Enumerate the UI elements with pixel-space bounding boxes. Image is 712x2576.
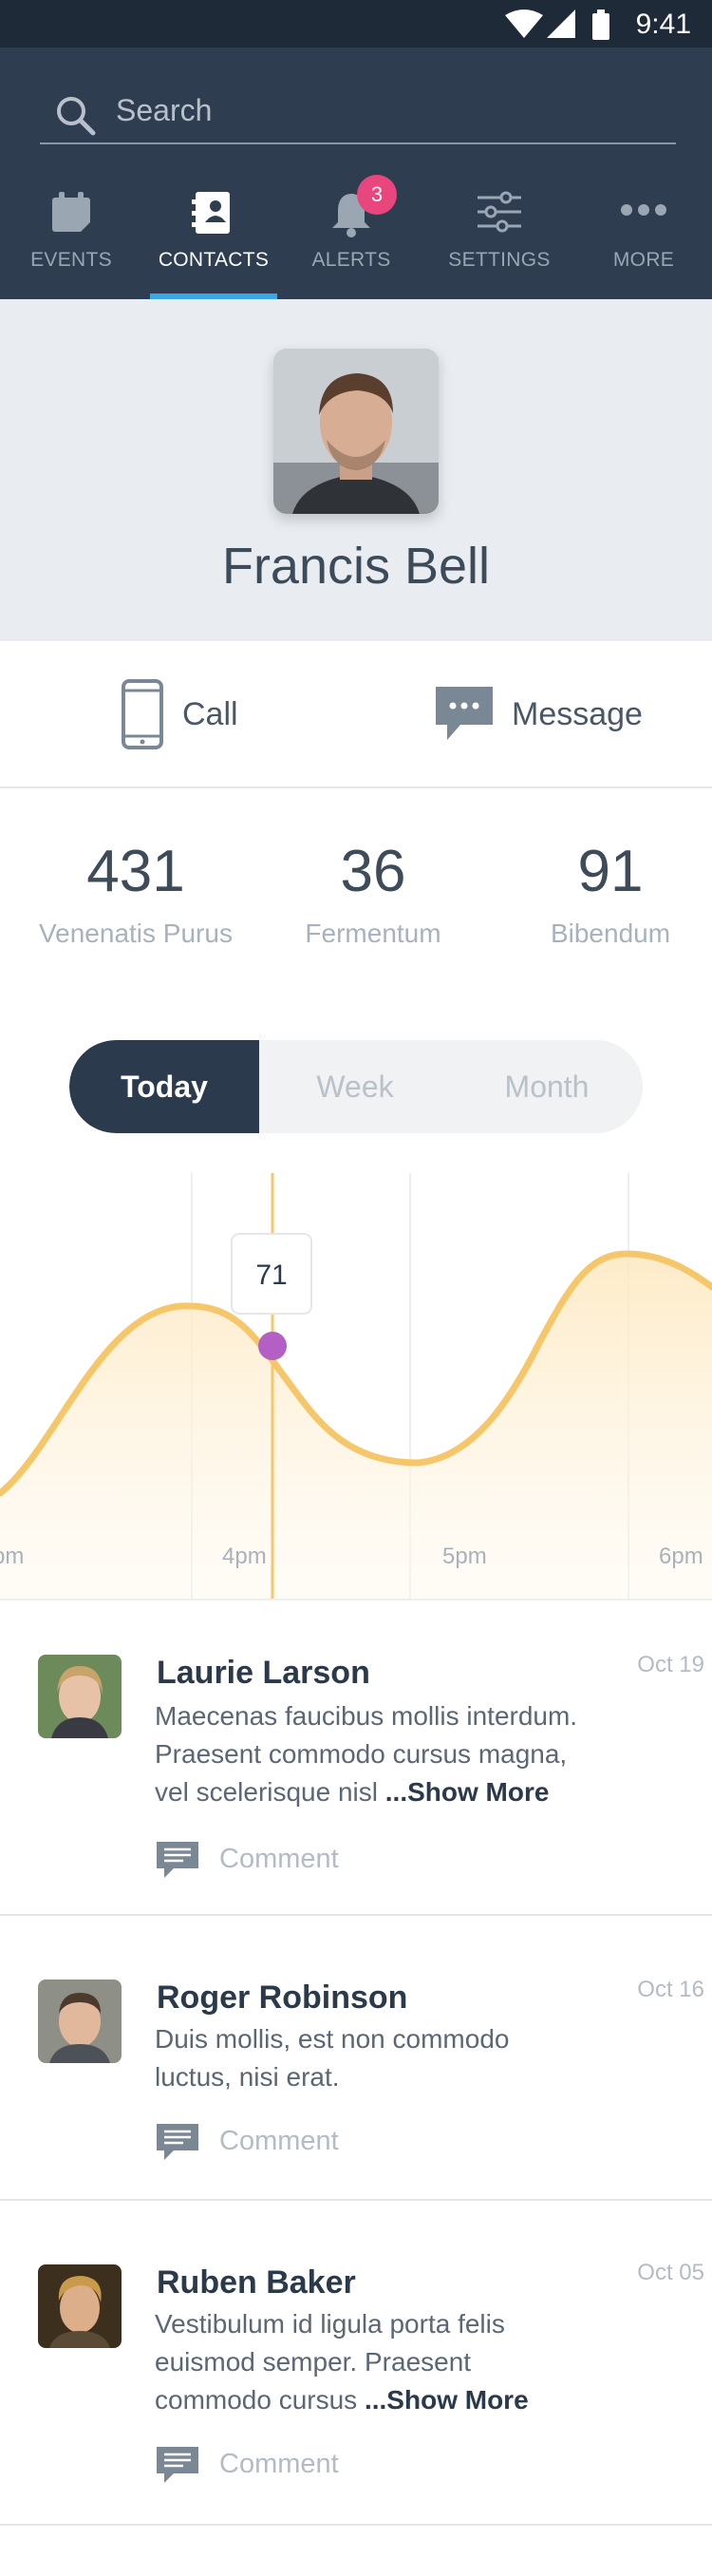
chart-line (0, 1250, 712, 1497)
feed-date: Oct 05 (637, 2260, 704, 2285)
call-label: Call (182, 696, 238, 732)
more-icon (621, 204, 666, 216)
comment-button[interactable]: Comment (155, 2122, 364, 2164)
message-label: Message (512, 696, 643, 732)
segment-month[interactable]: Month (504, 1070, 590, 1104)
tab-label: EVENTS (30, 249, 112, 271)
chart-point[interactable] (258, 1332, 287, 1360)
feed-text-line: Vestibulum id ligula porta felis (155, 2309, 505, 2339)
activity-chart-svg: 71 pm 4pm 5pm 6pm (0, 1173, 712, 1601)
feed-date: Oct 19 (637, 1652, 704, 1677)
search-input[interactable] (116, 91, 647, 129)
app-header: EVENTS CONTACTS 3 ALERTS SETTINGS MORE (0, 47, 712, 299)
feed-text-line-part: commodo cursus (155, 2385, 365, 2415)
feed-author: Roger Robinson (157, 1979, 408, 2016)
feed-text-line-part: vel scelerisque nisl (155, 1777, 385, 1807)
chart-tooltip-value: 71 (255, 1260, 287, 1291)
activity-chart: 71 pm 4pm 5pm 6pm (0, 1173, 712, 1601)
contact-actions: Call Message (0, 641, 712, 788)
battery-icon (592, 9, 609, 40)
status-bar: 9:41 (0, 0, 712, 47)
feed-text-line: vel scelerisque nisl ...Show More (155, 1773, 601, 1811)
message-icon (436, 687, 493, 740)
call-button[interactable]: Call (122, 679, 245, 750)
x-axis-label: 4pm (222, 1544, 267, 1569)
comment-label: Comment (219, 2449, 339, 2479)
feed-date: Oct 16 (637, 1977, 704, 2002)
feed-item: Laurie Larson Oct 19 Maecenas faucibus m… (0, 1602, 712, 1916)
feed-text: Maecenas faucibus mollis interdum. Praes… (155, 1697, 601, 1811)
signal-icon (547, 9, 575, 38)
x-axis-label: 5pm (442, 1544, 487, 1569)
chart-area (0, 1254, 712, 1601)
comment-icon (157, 1842, 198, 1878)
show-more-link[interactable]: ...Show More (384, 1777, 550, 1807)
feed-text-line: Maecenas faucibus mollis interdum. (155, 1701, 578, 1731)
tab-label: SETTINGS (448, 249, 551, 271)
tab-settings[interactable]: SETTINGS (425, 171, 573, 299)
feed-author: Ruben Baker (157, 2264, 356, 2301)
avatar (38, 1979, 122, 2063)
stat-item: 91 Bibendum (492, 838, 712, 949)
stat-item: 36 Fermentum (254, 838, 492, 949)
stat-label: Fermentum (305, 919, 441, 948)
status-time: 9:41 (635, 9, 691, 40)
comment-icon (157, 2124, 198, 2160)
tab-label: ALERTS (311, 249, 391, 271)
comment-button[interactable]: Comment (155, 1840, 364, 1882)
tab-label: CONTACTS (158, 249, 270, 271)
phone-icon (122, 679, 163, 749)
wifi-icon (505, 9, 543, 38)
feed-text-line: luctus, nisi erat. (155, 2062, 340, 2092)
stat-label: Bibendum (550, 919, 671, 948)
tab-bar: EVENTS CONTACTS 3 ALERTS SETTINGS MORE (0, 171, 712, 299)
segment-week[interactable]: Week (316, 1070, 394, 1104)
profile-section: Francis Bell (0, 299, 712, 641)
feed-text-line: euismod semper. Praesent (155, 2347, 472, 2377)
comment-label: Comment (219, 2126, 339, 2156)
period-selector: Today Week Month (69, 1040, 643, 1133)
active-tab-indicator (150, 294, 277, 299)
profile-avatar (273, 349, 439, 514)
tab-label: MORE (612, 249, 675, 271)
calendar-icon (52, 192, 90, 232)
avatar (38, 1655, 122, 1738)
alerts-badge: 3 (357, 175, 397, 215)
stat-value: 91 (577, 839, 644, 904)
feed-text-line: Praesent commodo cursus magna, (155, 1739, 568, 1769)
chart-tooltip (231, 1233, 312, 1315)
stat-value: 36 (340, 839, 406, 904)
feed-text-line: Duis mollis, est non commodo (155, 2024, 510, 2054)
feed-text-line: commodo cursus ...Show More (155, 2381, 601, 2419)
sliders-icon (478, 191, 521, 233)
tab-more[interactable]: MORE (575, 171, 712, 299)
search-bar (40, 74, 676, 144)
stat-item: 431 Venenatis Purus (17, 838, 254, 949)
tab-alerts[interactable]: 3 ALERTS (285, 171, 418, 299)
feed-item: Roger Robinson Oct 16 Duis mollis, est n… (0, 1918, 712, 2201)
avatar (38, 2264, 122, 2348)
feed-text: Vestibulum id ligula porta felis euismod… (155, 2305, 601, 2419)
message-button[interactable]: Message (434, 679, 643, 750)
profile-name: Francis Bell (221, 538, 491, 595)
tab-events[interactable]: EVENTS (0, 171, 142, 299)
tab-contacts[interactable]: CONTACTS (150, 171, 277, 299)
comment-label: Comment (219, 1844, 339, 1874)
stat-value: 431 (86, 839, 185, 904)
contacts-icon (192, 192, 230, 234)
stat-label: Venenatis Purus (39, 919, 233, 948)
show-more-link[interactable]: ...Show More (364, 2385, 529, 2415)
feed-item: Ruben Baker Oct 05 Vestibulum id ligula … (0, 2203, 712, 2526)
comment-button[interactable]: Comment (155, 2445, 364, 2487)
search-icon (57, 97, 96, 136)
x-axis-label: 6pm (659, 1544, 703, 1569)
stats-row: 431 Venenatis Purus 36 Fermentum 91 Bibe… (0, 790, 712, 980)
feed-author: Laurie Larson (157, 1655, 370, 1691)
comment-icon (157, 2447, 198, 2483)
segment-today[interactable]: Today (69, 1040, 259, 1133)
feed-text: Duis mollis, est non commodo luctus, nis… (155, 2020, 601, 2096)
x-axis-label: pm (0, 1544, 24, 1569)
